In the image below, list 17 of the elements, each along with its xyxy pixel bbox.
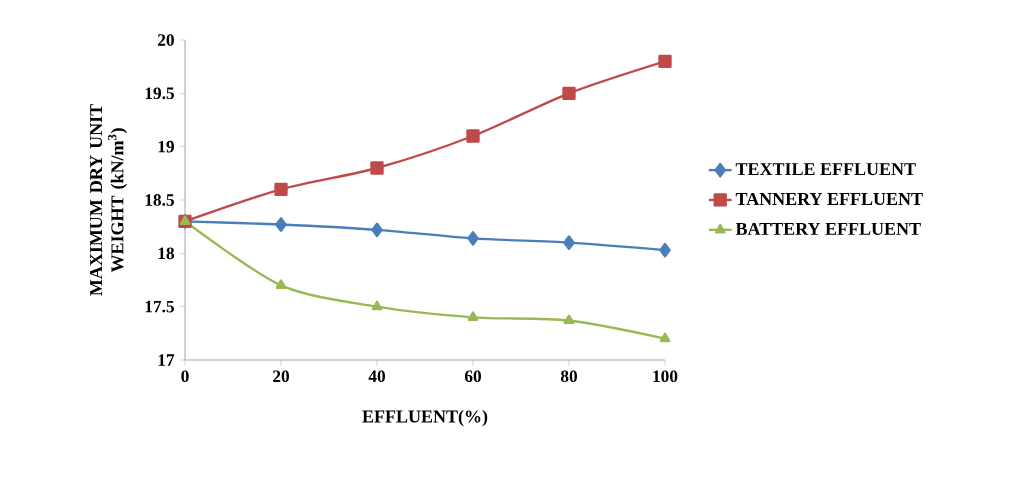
x-axis-title: EFFLUENT(%) [362, 409, 488, 427]
x-tick-label: 100 [653, 370, 678, 383]
y-tick-label: 18 [158, 247, 175, 260]
y-tick-label: 17.5 [145, 300, 174, 313]
y-tick-label: 19 [158, 140, 174, 153]
y-tick-label: 17 [158, 354, 175, 366]
x-tick-label: 20 [273, 370, 290, 383]
x-tick-label: 0 [181, 370, 189, 383]
x-tick-label: 60 [464, 370, 482, 383]
x-tick-label: 80 [560, 370, 578, 383]
legend-label: TEXTILE EFFLUENT [735, 163, 916, 176]
y-tick-label: 19.5 [145, 87, 174, 100]
legend-label: BATTERY EFFLUENT [735, 222, 921, 235]
x-tick-label: 40 [368, 370, 386, 383]
legend-label: TANNERY EFFLUENT [735, 193, 923, 206]
y-tick-label: 18.5 [145, 194, 174, 206]
y-tick-label: 20 [158, 34, 174, 46]
